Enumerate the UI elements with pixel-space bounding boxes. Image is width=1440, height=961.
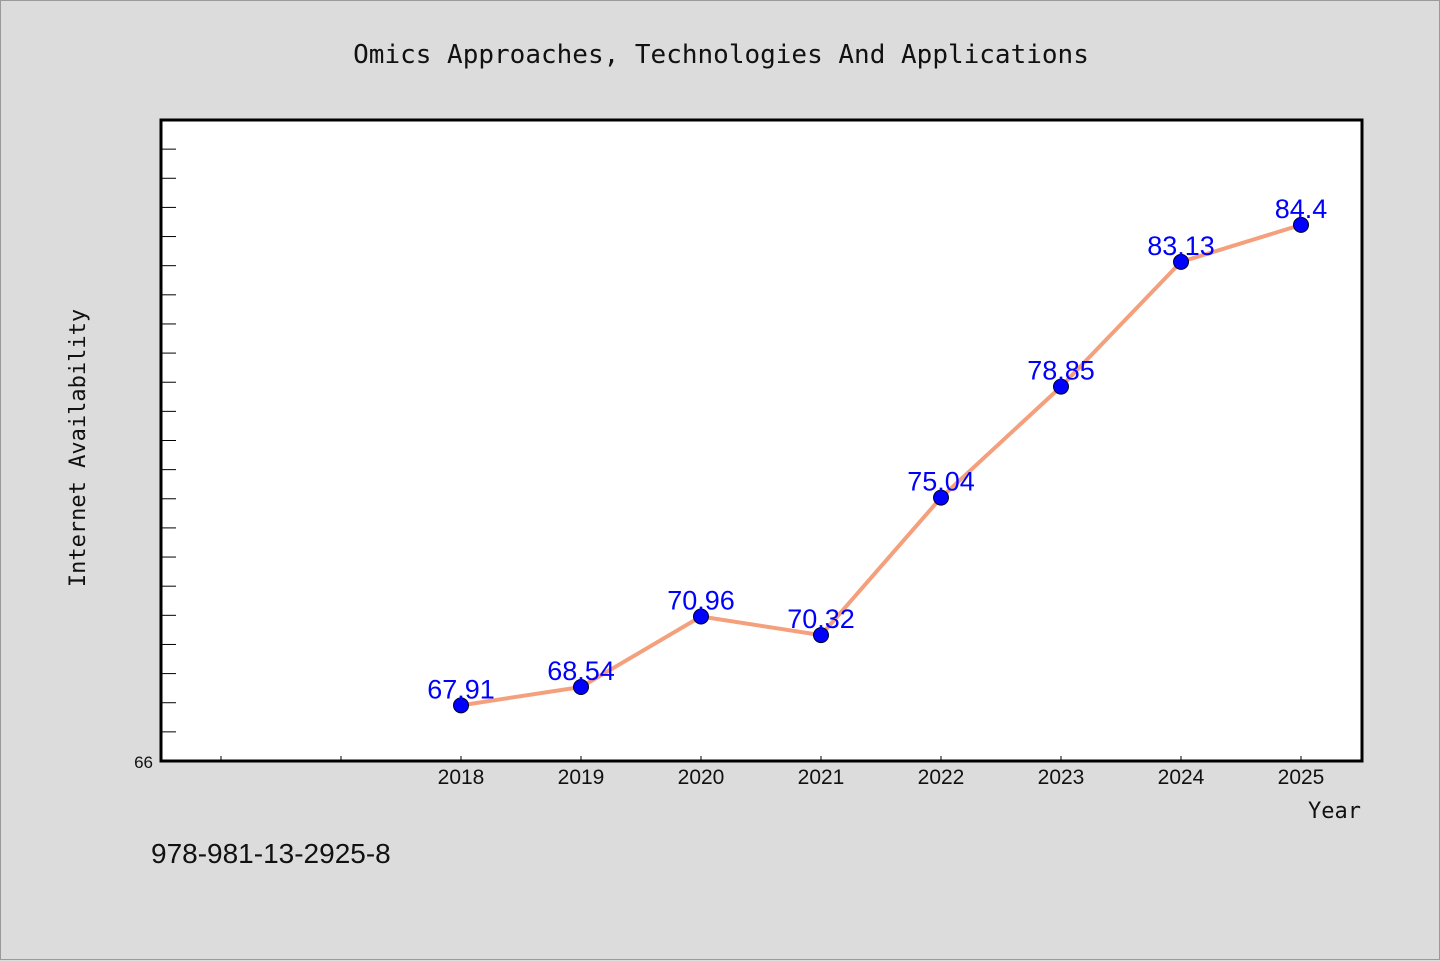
y-tick-label: 66 (134, 753, 153, 772)
data-label: 70.32 (787, 604, 855, 634)
data-label: 84.4 (1275, 194, 1328, 224)
x-tick-label: 2022 (918, 766, 965, 789)
y-axis-ticks (161, 148, 176, 733)
x-tick-label: 2025 (1278, 766, 1325, 789)
x-tick-label: 2020 (678, 766, 725, 789)
data-labels: 67.91 68.54 70.96 70.32 75.04 78.85 83.13 84.4 (427, 194, 1327, 704)
series-internet-availability (453, 216, 1309, 714)
data-point (453, 697, 469, 714)
data-point (693, 608, 709, 625)
chart-title: Omics Approaches, Technologies And Appli… (353, 40, 1089, 70)
data-point (813, 627, 829, 644)
x-axis-ticks (220, 756, 1302, 761)
data-point (1293, 216, 1309, 233)
data-label: 70.96 (667, 585, 735, 615)
data-label: 83.13 (1147, 231, 1215, 261)
y-axis-label: Internet Availability (66, 309, 91, 587)
isbn-text: 978-981-13-2925-8 (151, 838, 391, 869)
x-tick-label: 2021 (798, 766, 845, 789)
x-axis-label: Year (1308, 799, 1361, 824)
data-label: 67.91 (427, 674, 495, 704)
x-tick-label: 2023 (1038, 766, 1085, 789)
x-tick-label: 2018 (438, 766, 485, 789)
data-point (1053, 378, 1069, 395)
x-tick-label: 2019 (558, 766, 605, 789)
series-line (460, 222, 1302, 708)
data-label: 78.85 (1027, 356, 1095, 386)
plot-area (159, 118, 1364, 763)
data-point (933, 489, 949, 506)
x-tick-label: 2024 (1158, 766, 1205, 789)
data-label: 75.04 (907, 467, 975, 497)
data-point (1173, 253, 1189, 270)
data-label: 68.54 (547, 656, 615, 686)
x-tick-labels: 2018 2019 2020 2021 2022 2023 2024 2025 (438, 766, 1325, 789)
data-point (573, 678, 589, 695)
